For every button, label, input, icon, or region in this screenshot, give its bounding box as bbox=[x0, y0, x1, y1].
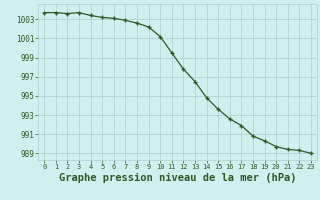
X-axis label: Graphe pression niveau de la mer (hPa): Graphe pression niveau de la mer (hPa) bbox=[59, 173, 296, 183]
